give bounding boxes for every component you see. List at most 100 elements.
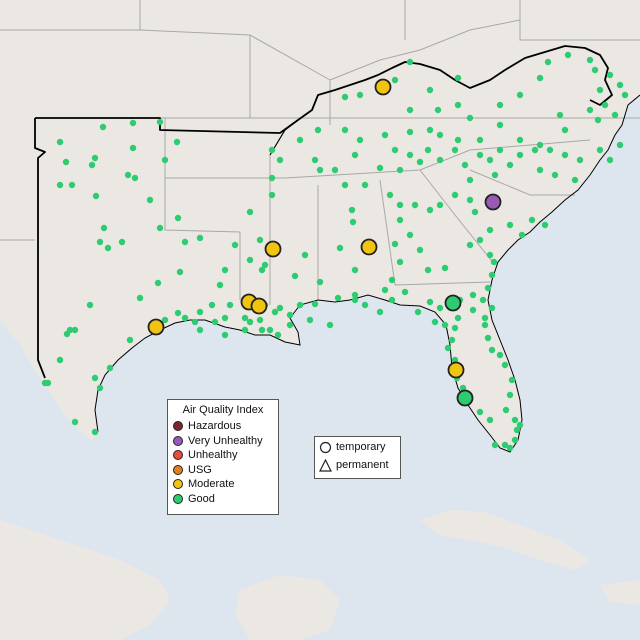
station-marker[interactable] — [351, 151, 359, 159]
station-marker[interactable] — [301, 251, 309, 259]
station-marker[interactable] — [501, 361, 509, 369]
station-marker[interactable] — [56, 356, 64, 364]
station-marker[interactable] — [349, 218, 357, 226]
station-marker[interactable] — [454, 74, 462, 82]
station-marker[interactable] — [424, 266, 432, 274]
station-marker[interactable] — [606, 71, 614, 79]
station-marker[interactable] — [274, 331, 282, 339]
station-marker[interactable] — [444, 344, 452, 352]
station-marker[interactable] — [576, 156, 584, 164]
station-marker[interactable] — [406, 106, 414, 114]
station-marker[interactable] — [469, 291, 477, 299]
station-marker[interactable] — [268, 191, 276, 199]
station-marker[interactable] — [476, 136, 484, 144]
station-marker[interactable] — [106, 364, 114, 372]
station-marker-temporary[interactable] — [444, 294, 462, 312]
station-marker[interactable] — [541, 221, 549, 229]
station-marker[interactable] — [174, 309, 182, 317]
station-marker[interactable] — [476, 408, 484, 416]
station-marker[interactable] — [479, 296, 487, 304]
station-marker[interactable] — [286, 321, 294, 329]
station-marker[interactable] — [528, 216, 536, 224]
station-marker[interactable] — [508, 376, 516, 384]
station-marker[interactable] — [406, 231, 414, 239]
station-marker[interactable] — [124, 171, 132, 179]
station-marker[interactable] — [196, 234, 204, 242]
station-marker[interactable] — [221, 331, 229, 339]
station-marker[interactable] — [391, 146, 399, 154]
station-marker[interactable] — [536, 166, 544, 174]
station-marker-temporary[interactable] — [456, 389, 474, 407]
station-marker[interactable] — [448, 336, 456, 344]
station-marker[interactable] — [466, 114, 474, 122]
station-marker[interactable] — [181, 314, 189, 322]
station-marker[interactable] — [406, 58, 414, 66]
station-marker[interactable] — [161, 156, 169, 164]
station-marker[interactable] — [92, 192, 100, 200]
station-marker[interactable] — [481, 321, 489, 329]
station-marker[interactable] — [296, 136, 304, 144]
station-marker[interactable] — [586, 56, 594, 64]
station-marker[interactable] — [434, 106, 442, 114]
station-marker[interactable] — [436, 201, 444, 209]
station-marker[interactable] — [341, 93, 349, 101]
station-marker[interactable] — [491, 171, 499, 179]
station-marker[interactable] — [491, 441, 499, 449]
station-marker[interactable] — [471, 208, 479, 216]
station-marker-temporary[interactable] — [250, 297, 268, 315]
station-marker[interactable] — [96, 238, 104, 246]
station-marker[interactable] — [451, 324, 459, 332]
station-marker[interactable] — [401, 288, 409, 296]
station-marker[interactable] — [386, 191, 394, 199]
station-marker[interactable] — [296, 301, 304, 309]
station-marker[interactable] — [258, 266, 266, 274]
station-marker[interactable] — [518, 231, 526, 239]
station-marker[interactable] — [451, 356, 459, 364]
station-marker[interactable] — [459, 384, 467, 392]
station-marker[interactable] — [396, 258, 404, 266]
station-marker[interactable] — [506, 391, 514, 399]
station-marker[interactable] — [376, 308, 384, 316]
station-marker[interactable] — [424, 146, 432, 154]
station-marker[interactable] — [314, 126, 322, 134]
station-marker[interactable] — [56, 181, 64, 189]
station-marker[interactable] — [91, 154, 99, 162]
station-marker[interactable] — [466, 196, 474, 204]
station-marker[interactable] — [258, 326, 266, 334]
station-marker[interactable] — [126, 336, 134, 344]
station-marker[interactable] — [551, 171, 559, 179]
station-marker[interactable] — [241, 326, 249, 334]
station-marker[interactable] — [91, 374, 99, 382]
station-marker[interactable] — [268, 174, 276, 182]
station-marker[interactable] — [466, 176, 474, 184]
station-marker[interactable] — [71, 326, 79, 334]
station-marker[interactable] — [161, 316, 169, 324]
station-marker[interactable] — [411, 201, 419, 209]
station-marker[interactable] — [351, 296, 359, 304]
station-marker[interactable] — [391, 76, 399, 84]
station-marker[interactable] — [594, 116, 602, 124]
station-marker[interactable] — [341, 126, 349, 134]
station-marker[interactable] — [591, 66, 599, 74]
station-marker[interactable] — [486, 251, 494, 259]
station-marker[interactable] — [361, 301, 369, 309]
station-marker[interactable] — [436, 304, 444, 312]
station-marker[interactable] — [173, 138, 181, 146]
station-marker[interactable] — [311, 156, 319, 164]
station-marker[interactable] — [88, 161, 96, 169]
station-marker[interactable] — [62, 158, 70, 166]
station-marker[interactable] — [56, 138, 64, 146]
station-marker[interactable] — [246, 208, 254, 216]
station-marker[interactable] — [484, 284, 492, 292]
station-marker[interactable] — [488, 346, 496, 354]
station-marker[interactable] — [136, 294, 144, 302]
station-marker[interactable] — [331, 166, 339, 174]
station-marker[interactable] — [306, 316, 314, 324]
station-marker[interactable] — [506, 221, 514, 229]
station-marker[interactable] — [490, 258, 498, 266]
station-marker[interactable] — [396, 216, 404, 224]
station-marker[interactable] — [174, 214, 182, 222]
station-marker[interactable] — [336, 244, 344, 252]
station-marker[interactable] — [546, 146, 554, 154]
